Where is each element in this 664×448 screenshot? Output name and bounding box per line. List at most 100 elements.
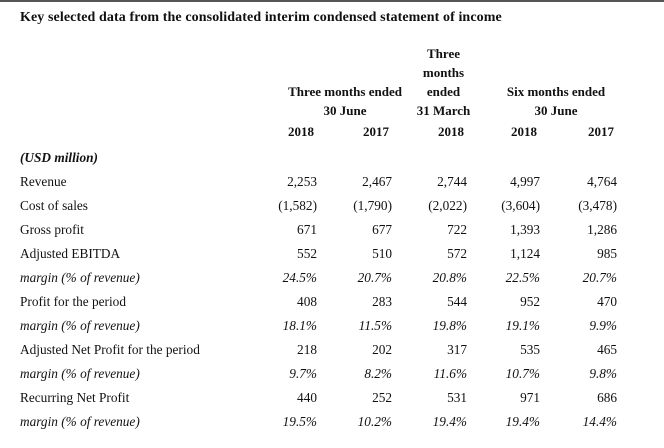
cell-value: 11.5%: [358, 318, 393, 333]
header-line: Six months ended: [506, 84, 606, 99]
table-row: Revenue 2,253 2,467 2,744 4,997 4,764: [20, 170, 617, 194]
cell-value: 535: [520, 342, 541, 357]
row-label: (USD million): [20, 150, 98, 165]
table-row: Cost of sales (1,582) (1,790) (2,022) (3,604…: [20, 194, 617, 218]
row-label: margin (% of revenue): [20, 366, 140, 381]
table-body: (USD million) Revenue 2,253 2,467 2,744 4,997…: [20, 146, 617, 434]
cell-value: 20.8%: [432, 270, 468, 285]
cell-value: 19.8%: [432, 318, 468, 333]
row-label: Gross profit: [20, 222, 84, 237]
header-line: 31 March: [416, 103, 471, 118]
cell-value: 408: [297, 294, 317, 309]
cell-value: 510: [372, 246, 393, 261]
cell-value: 544: [447, 294, 468, 309]
cell-value: 202: [372, 342, 393, 357]
cell-value: 952: [520, 294, 541, 309]
cell-value: 9.7%: [289, 366, 317, 381]
cell-value: 671: [297, 222, 317, 237]
cell-value: 985: [597, 246, 618, 261]
cell-value: 19.1%: [505, 318, 541, 333]
row-label: Cost of sales: [20, 198, 88, 213]
cell-value: 9.8%: [589, 366, 618, 381]
year-column-4: 2018: [511, 124, 538, 139]
row-label: margin (% of revenue): [20, 270, 140, 285]
table-row: Gross profit 671 677 722 1,393 1,286: [20, 218, 617, 242]
cell-value: 14.4%: [582, 414, 618, 429]
cell-value: 218: [297, 342, 317, 357]
cell-value: [317, 146, 392, 170]
cell-value: (3,604): [501, 198, 541, 213]
cell-value: 677: [372, 222, 393, 237]
cell-value: 686: [597, 390, 618, 405]
cell-value: 1,124: [510, 246, 541, 261]
page-top-border: [0, 0, 664, 2]
cell-value: 24.5%: [282, 270, 317, 285]
year-column-3: 2018: [438, 124, 465, 139]
cell-value: 18.1%: [282, 318, 317, 333]
header-three-months-30-june: Three months ended 30 June: [270, 44, 402, 120]
cell-value: 19.5%: [282, 414, 317, 429]
cell-value: 1,393: [510, 222, 541, 237]
cell-value: 552: [297, 246, 317, 261]
row-label: Adjusted EBITDA: [20, 246, 121, 261]
row-label: Adjusted Net Profit for the period: [20, 342, 200, 357]
cell-value: 1,286: [587, 222, 618, 237]
header-year-row: 2018 2017 2018 2018 2017: [20, 120, 617, 146]
cell-value: [392, 146, 467, 170]
header-group-row: Three months ended 30 June Three months …: [20, 44, 617, 120]
cell-value: [540, 146, 617, 170]
header-label-spacer: [20, 120, 270, 146]
cell-value: 22.5%: [505, 270, 541, 285]
cell-value: (3,478): [578, 198, 618, 213]
header-line: 30 June: [534, 103, 578, 118]
table-header: Three months ended 30 June Three months …: [20, 44, 617, 146]
cell-value: 9.9%: [589, 318, 618, 333]
table-row: Profit for the period 408 283 544 952 470: [20, 290, 617, 314]
row-label: Recurring Net Profit: [20, 390, 130, 405]
page-title: Key selected data from the consolidated …: [20, 10, 502, 25]
cell-value: 2,253: [287, 174, 317, 189]
cell-value: 283: [372, 294, 393, 309]
cell-value: 971: [520, 390, 541, 405]
row-label: margin (% of revenue): [20, 414, 140, 429]
cell-value: 4,997: [510, 174, 541, 189]
cell-value: 4,764: [587, 174, 618, 189]
cell-value: 20.7%: [582, 270, 618, 285]
table-row: (USD million): [20, 146, 617, 170]
cell-value: 317: [447, 342, 468, 357]
table-row: margin (% of revenue) 24.5% 20.7% 20.8% 22.5…: [20, 266, 617, 290]
cell-value: 20.7%: [357, 270, 393, 285]
header-line: Three months ended: [288, 84, 402, 99]
year-column-5: 2017: [588, 124, 615, 139]
table-row: margin (% of revenue) 18.1% 11.5% 19.8% 19.1…: [20, 314, 617, 338]
cell-value: [270, 146, 317, 170]
table-row: Adjusted EBITDA 552 510 572 1,124 985: [20, 242, 617, 266]
cell-value: 440: [297, 390, 317, 405]
year-column-1: 2018: [288, 124, 314, 139]
table-row: margin (% of revenue) 19.5% 10.2% 19.4% 19.4…: [20, 410, 617, 434]
cell-value: (2,022): [428, 198, 468, 213]
cell-value: (1,582): [278, 198, 317, 213]
header-three-months-31-march: Three months ended 31 March: [392, 44, 471, 120]
cell-value: 8.2%: [364, 366, 393, 381]
cell-value: [467, 146, 540, 170]
cell-value: 10.7%: [505, 366, 541, 381]
header-six-months-30-june: Six months ended 30 June: [467, 44, 617, 120]
cell-value: 531: [447, 390, 468, 405]
row-label: Profit for the period: [20, 294, 126, 309]
header-line: ended: [426, 84, 461, 99]
cell-value: (1,790): [353, 198, 393, 213]
income-statement-table: Three months ended 30 June Three months …: [20, 44, 617, 434]
year-column-2: 2017: [363, 124, 390, 139]
cell-value: 19.4%: [432, 414, 468, 429]
cell-value: 470: [597, 294, 618, 309]
cell-value: 252: [372, 390, 393, 405]
header-line: 30 June: [323, 103, 367, 118]
cell-value: 465: [597, 342, 618, 357]
cell-value: 10.2%: [357, 414, 393, 429]
cell-value: 2,744: [437, 174, 468, 189]
header-label-spacer: [20, 44, 270, 120]
row-label: Revenue: [20, 174, 67, 189]
table-row: Recurring Net Profit 440 252 531 971 686: [20, 386, 617, 410]
